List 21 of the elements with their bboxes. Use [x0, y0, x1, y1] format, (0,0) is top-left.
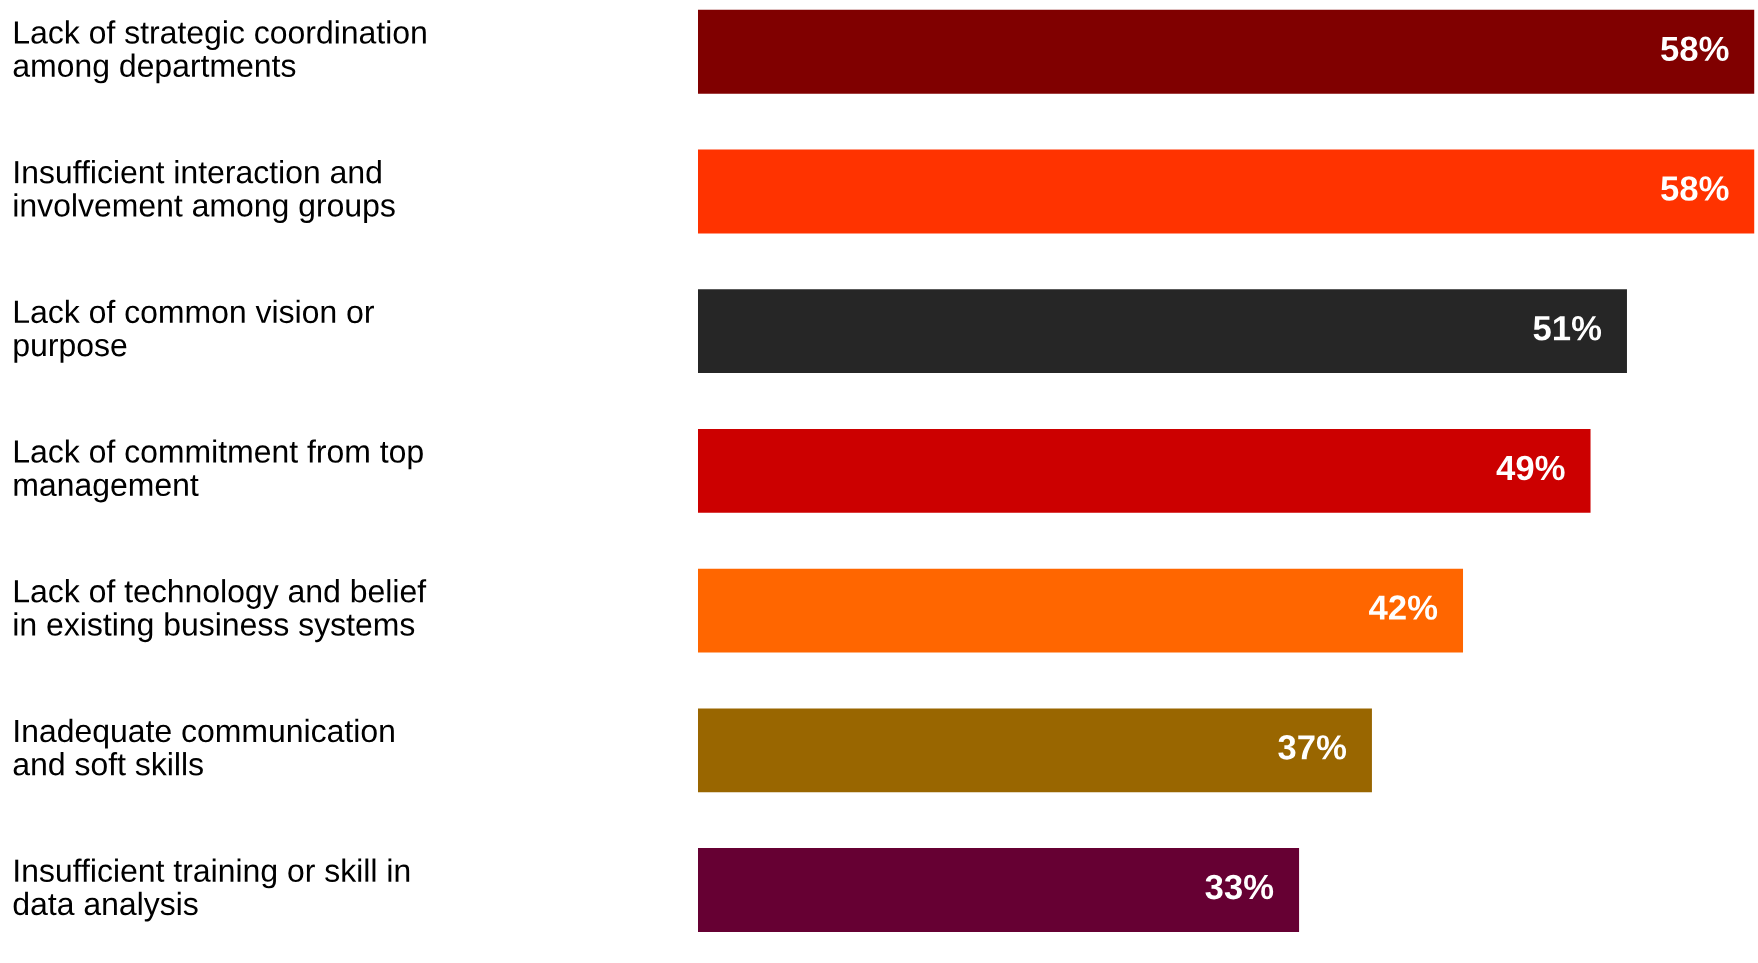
bar	[697, 149, 1755, 234]
y-tick-label: Lack of strategic coordination among departments	[13, 20, 426, 84]
bar	[697, 708, 1372, 793]
data-label: 33%	[1205, 874, 1274, 900]
data-label: 51%	[1533, 316, 1602, 341]
bar	[697, 289, 1627, 374]
y-tick-label: Lack of technology and belief in existing business systems	[14, 579, 427, 643]
data-label: 37%	[1278, 735, 1347, 760]
data-label: 42%	[1369, 595, 1438, 620]
bar	[697, 9, 1755, 94]
y-tick-label: Lack of common vision or purpose	[14, 299, 374, 363]
bar	[697, 848, 1300, 932]
bar	[697, 428, 1591, 513]
y-tick-label: Insufficient training or skill in data analysis	[13, 858, 410, 922]
bar	[697, 568, 1464, 653]
y-tick-label: Insufficient interaction and involvement among groups	[14, 159, 395, 224]
data-label: 58%	[1661, 36, 1729, 62]
data-label: 58%	[1661, 176, 1729, 201]
y-tick-label: Lack of commitment from top management	[14, 439, 423, 503]
y-tick-label: Inadequate communication and soft skills	[13, 718, 394, 776]
data-label: 49%	[1496, 455, 1565, 481]
